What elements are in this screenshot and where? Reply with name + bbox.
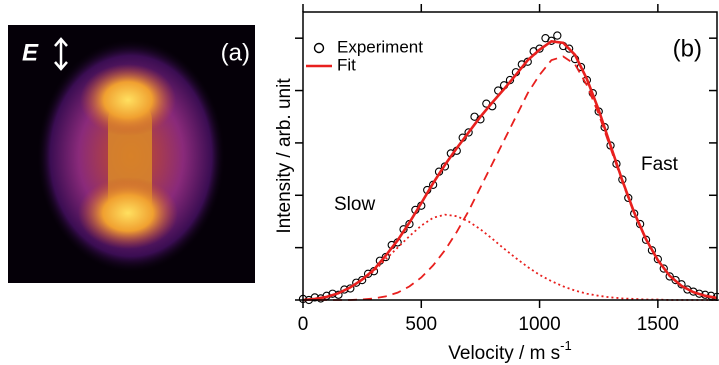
line-dashed xyxy=(303,57,717,300)
page: E (a) 0 500 1000 1500 Velocity / m s-1 Intens… xyxy=(0,0,719,365)
panel-label: (b) xyxy=(673,35,702,62)
figure: E (a) 0 500 1000 1500 Velocity / m s-1 Intens… xyxy=(0,0,719,365)
y-axis-label: Intensity / arb. unit xyxy=(274,78,295,234)
image-lobe xyxy=(80,64,176,136)
legend-marker xyxy=(315,44,324,53)
annotation: Fast xyxy=(641,154,679,175)
field-label: E xyxy=(22,39,39,66)
x-tick-label: 1500 xyxy=(637,314,679,335)
x-tick-label: 500 xyxy=(405,314,437,335)
x-axis-label-superscript: -1 xyxy=(560,338,572,353)
x-tick-label: 1000 xyxy=(518,314,560,335)
panel-b: 0 500 1000 1500 Velocity / m s-1 Intensity / … xyxy=(274,4,719,364)
x-axis-label-text: Velocity / m s xyxy=(448,343,560,364)
panel-label: (a) xyxy=(221,39,250,66)
legend-label: Experiment xyxy=(337,37,423,56)
annotation: Slow xyxy=(334,194,375,215)
panel-a: E (a) xyxy=(8,25,255,283)
image-lobe xyxy=(78,177,178,249)
x-tick-label: 0 xyxy=(298,314,309,335)
x-axis-label: Velocity / m s-1 xyxy=(448,338,571,364)
data-point xyxy=(554,32,561,39)
legend-label: Fit xyxy=(337,55,356,74)
